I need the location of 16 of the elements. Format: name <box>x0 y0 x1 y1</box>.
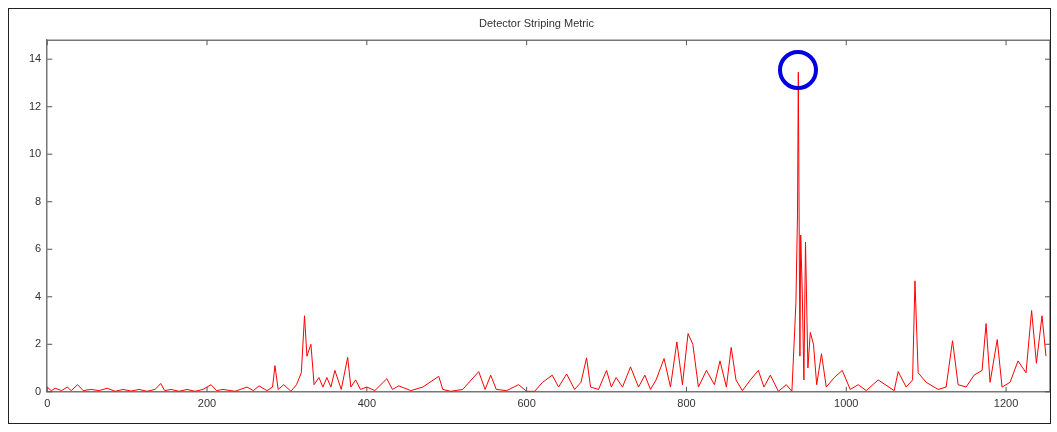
x-tick-label: 800 <box>677 397 696 410</box>
x-tick-label: 600 <box>517 397 536 410</box>
y-tick-label: 0 <box>35 384 42 397</box>
y-tick-label: 10 <box>28 147 42 160</box>
x-tick-label: 1200 <box>993 397 1019 410</box>
chart-title: Detector Striping Metric <box>479 16 595 29</box>
x-tick-label: 200 <box>197 397 217 410</box>
y-tick-label: 4 <box>35 289 42 302</box>
y-tick-label: 6 <box>35 242 42 255</box>
y-tick-label: 14 <box>28 52 42 65</box>
x-tick-label: 0 <box>44 397 51 410</box>
x-tick-label: 1000 <box>834 397 859 410</box>
y-tick-label: 12 <box>28 99 42 112</box>
y-tick-label: 2 <box>35 337 42 350</box>
x-tick-label: 400 <box>357 397 377 410</box>
y-tick-label: 8 <box>35 194 42 207</box>
